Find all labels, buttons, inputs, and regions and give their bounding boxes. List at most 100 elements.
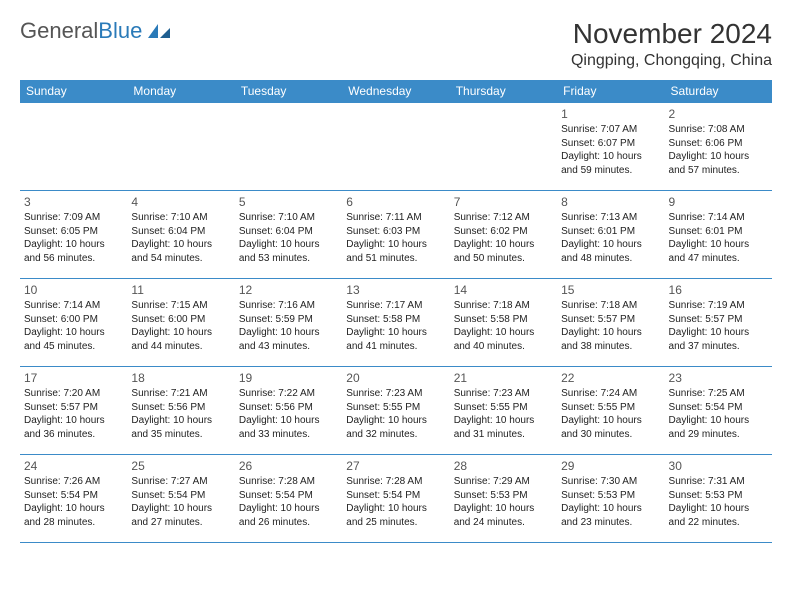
header: GeneralBlue November 2024 Qingping, Chon… bbox=[20, 18, 772, 70]
day-number: 8 bbox=[561, 194, 660, 210]
calendar-cell: 25Sunrise: 7:27 AMSunset: 5:54 PMDayligh… bbox=[127, 455, 234, 543]
sunset-text: Sunset: 5:55 PM bbox=[561, 401, 660, 415]
sunrise-text: Sunrise: 7:14 AM bbox=[669, 211, 768, 225]
sunrise-text: Sunrise: 7:26 AM bbox=[24, 475, 123, 489]
daylight-text: Daylight: 10 hours and 40 minutes. bbox=[454, 326, 553, 353]
day-number: 16 bbox=[669, 282, 768, 298]
sunrise-text: Sunrise: 7:20 AM bbox=[24, 387, 123, 401]
sunset-text: Sunset: 5:54 PM bbox=[24, 489, 123, 503]
month-title: November 2024 bbox=[571, 18, 772, 50]
sunset-text: Sunset: 5:54 PM bbox=[669, 401, 768, 415]
day-number: 10 bbox=[24, 282, 123, 298]
sunrise-text: Sunrise: 7:08 AM bbox=[669, 123, 768, 137]
calendar-cell: 23Sunrise: 7:25 AMSunset: 5:54 PMDayligh… bbox=[665, 367, 772, 455]
day-number: 5 bbox=[239, 194, 338, 210]
day-number: 28 bbox=[454, 458, 553, 474]
calendar-cell: 24Sunrise: 7:26 AMSunset: 5:54 PMDayligh… bbox=[20, 455, 127, 543]
calendar-cell: 7Sunrise: 7:12 AMSunset: 6:02 PMDaylight… bbox=[450, 191, 557, 279]
weekday-header: Wednesday bbox=[342, 80, 449, 103]
sunset-text: Sunset: 6:07 PM bbox=[561, 137, 660, 151]
calendar-cell: 18Sunrise: 7:21 AMSunset: 5:56 PMDayligh… bbox=[127, 367, 234, 455]
day-number: 4 bbox=[131, 194, 230, 210]
daylight-text: Daylight: 10 hours and 23 minutes. bbox=[561, 502, 660, 529]
day-number: 14 bbox=[454, 282, 553, 298]
daylight-text: Daylight: 10 hours and 32 minutes. bbox=[346, 414, 445, 441]
day-number: 13 bbox=[346, 282, 445, 298]
sunset-text: Sunset: 5:57 PM bbox=[669, 313, 768, 327]
sunset-text: Sunset: 5:55 PM bbox=[346, 401, 445, 415]
daylight-text: Daylight: 10 hours and 57 minutes. bbox=[669, 150, 768, 177]
daylight-text: Daylight: 10 hours and 45 minutes. bbox=[24, 326, 123, 353]
sunset-text: Sunset: 6:01 PM bbox=[669, 225, 768, 239]
calendar-row: 10Sunrise: 7:14 AMSunset: 6:00 PMDayligh… bbox=[20, 279, 772, 367]
daylight-text: Daylight: 10 hours and 56 minutes. bbox=[24, 238, 123, 265]
calendar-cell: 15Sunrise: 7:18 AMSunset: 5:57 PMDayligh… bbox=[557, 279, 664, 367]
day-number: 3 bbox=[24, 194, 123, 210]
calendar-cell: 27Sunrise: 7:28 AMSunset: 5:54 PMDayligh… bbox=[342, 455, 449, 543]
calendar-cell: 22Sunrise: 7:24 AMSunset: 5:55 PMDayligh… bbox=[557, 367, 664, 455]
calendar-cell: 14Sunrise: 7:18 AMSunset: 5:58 PMDayligh… bbox=[450, 279, 557, 367]
daylight-text: Daylight: 10 hours and 25 minutes. bbox=[346, 502, 445, 529]
calendar-cell: 6Sunrise: 7:11 AMSunset: 6:03 PMDaylight… bbox=[342, 191, 449, 279]
sunrise-text: Sunrise: 7:31 AM bbox=[669, 475, 768, 489]
daylight-text: Daylight: 10 hours and 48 minutes. bbox=[561, 238, 660, 265]
sunset-text: Sunset: 5:58 PM bbox=[454, 313, 553, 327]
calendar-table: Sunday Monday Tuesday Wednesday Thursday… bbox=[20, 80, 772, 543]
sunset-text: Sunset: 5:54 PM bbox=[346, 489, 445, 503]
sunrise-text: Sunrise: 7:09 AM bbox=[24, 211, 123, 225]
calendar-cell: 12Sunrise: 7:16 AMSunset: 5:59 PMDayligh… bbox=[235, 279, 342, 367]
calendar-row: 24Sunrise: 7:26 AMSunset: 5:54 PMDayligh… bbox=[20, 455, 772, 543]
weekday-header: Saturday bbox=[665, 80, 772, 103]
sunrise-text: Sunrise: 7:28 AM bbox=[239, 475, 338, 489]
calendar-cell: 20Sunrise: 7:23 AMSunset: 5:55 PMDayligh… bbox=[342, 367, 449, 455]
calendar-cell: 11Sunrise: 7:15 AMSunset: 6:00 PMDayligh… bbox=[127, 279, 234, 367]
day-number: 18 bbox=[131, 370, 230, 386]
day-number: 26 bbox=[239, 458, 338, 474]
sunset-text: Sunset: 6:04 PM bbox=[131, 225, 230, 239]
sunrise-text: Sunrise: 7:19 AM bbox=[669, 299, 768, 313]
day-number: 24 bbox=[24, 458, 123, 474]
sunset-text: Sunset: 6:04 PM bbox=[239, 225, 338, 239]
calendar-cell: 10Sunrise: 7:14 AMSunset: 6:00 PMDayligh… bbox=[20, 279, 127, 367]
calendar-row: 17Sunrise: 7:20 AMSunset: 5:57 PMDayligh… bbox=[20, 367, 772, 455]
logo-sail-icon bbox=[146, 22, 172, 40]
sunrise-text: Sunrise: 7:13 AM bbox=[561, 211, 660, 225]
day-number: 20 bbox=[346, 370, 445, 386]
logo: GeneralBlue bbox=[20, 18, 172, 44]
calendar-cell: 17Sunrise: 7:20 AMSunset: 5:57 PMDayligh… bbox=[20, 367, 127, 455]
location: Qingping, Chongqing, China bbox=[571, 52, 772, 70]
weekday-header-row: Sunday Monday Tuesday Wednesday Thursday… bbox=[20, 80, 772, 103]
day-number: 11 bbox=[131, 282, 230, 298]
daylight-text: Daylight: 10 hours and 31 minutes. bbox=[454, 414, 553, 441]
sunset-text: Sunset: 5:53 PM bbox=[454, 489, 553, 503]
daylight-text: Daylight: 10 hours and 53 minutes. bbox=[239, 238, 338, 265]
sunset-text: Sunset: 5:56 PM bbox=[131, 401, 230, 415]
daylight-text: Daylight: 10 hours and 44 minutes. bbox=[131, 326, 230, 353]
sunset-text: Sunset: 5:58 PM bbox=[346, 313, 445, 327]
daylight-text: Daylight: 10 hours and 30 minutes. bbox=[561, 414, 660, 441]
day-number: 25 bbox=[131, 458, 230, 474]
calendar-cell: 29Sunrise: 7:30 AMSunset: 5:53 PMDayligh… bbox=[557, 455, 664, 543]
weekday-header: Tuesday bbox=[235, 80, 342, 103]
day-number: 15 bbox=[561, 282, 660, 298]
day-number: 1 bbox=[561, 106, 660, 122]
calendar-cell: 21Sunrise: 7:23 AMSunset: 5:55 PMDayligh… bbox=[450, 367, 557, 455]
daylight-text: Daylight: 10 hours and 51 minutes. bbox=[346, 238, 445, 265]
calendar-cell bbox=[127, 103, 234, 191]
day-number: 19 bbox=[239, 370, 338, 386]
sunrise-text: Sunrise: 7:23 AM bbox=[454, 387, 553, 401]
calendar-cell: 19Sunrise: 7:22 AMSunset: 5:56 PMDayligh… bbox=[235, 367, 342, 455]
day-number: 9 bbox=[669, 194, 768, 210]
sunrise-text: Sunrise: 7:29 AM bbox=[454, 475, 553, 489]
sunset-text: Sunset: 5:57 PM bbox=[561, 313, 660, 327]
sunrise-text: Sunrise: 7:23 AM bbox=[346, 387, 445, 401]
weekday-header: Thursday bbox=[450, 80, 557, 103]
sunrise-text: Sunrise: 7:28 AM bbox=[346, 475, 445, 489]
day-number: 17 bbox=[24, 370, 123, 386]
day-number: 12 bbox=[239, 282, 338, 298]
sunset-text: Sunset: 6:02 PM bbox=[454, 225, 553, 239]
calendar-cell: 2Sunrise: 7:08 AMSunset: 6:06 PMDaylight… bbox=[665, 103, 772, 191]
daylight-text: Daylight: 10 hours and 41 minutes. bbox=[346, 326, 445, 353]
sunrise-text: Sunrise: 7:24 AM bbox=[561, 387, 660, 401]
sunset-text: Sunset: 5:53 PM bbox=[669, 489, 768, 503]
